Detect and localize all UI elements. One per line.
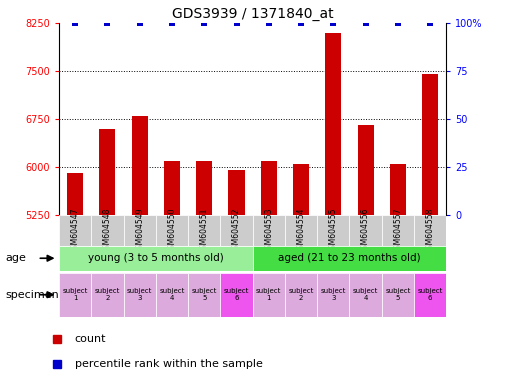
Text: GSM604548: GSM604548 (103, 207, 112, 253)
Text: specimen: specimen (5, 290, 59, 300)
Text: GSM604550: GSM604550 (167, 207, 176, 254)
Bar (349, 215, 382, 246)
Text: subject
2: subject 2 (288, 288, 314, 301)
Bar (422, 74, 438, 215)
Text: subject
1: subject 1 (63, 288, 88, 301)
Text: subject
5: subject 5 (385, 288, 410, 301)
Bar (261, 161, 277, 215)
Text: age: age (5, 253, 26, 263)
Text: young (3 to 5 months old): young (3 to 5 months old) (88, 253, 224, 263)
Bar (285, 273, 317, 317)
Bar (188, 273, 221, 317)
Bar (252, 273, 285, 317)
Bar (252, 246, 446, 271)
Bar (196, 161, 212, 215)
Text: GSM604553: GSM604553 (264, 207, 273, 254)
Bar (59, 246, 252, 271)
Bar (59, 273, 91, 317)
Bar (156, 215, 188, 246)
Text: subject
6: subject 6 (418, 288, 443, 301)
Bar (285, 215, 317, 246)
Bar (293, 164, 309, 215)
Text: GSM604557: GSM604557 (393, 207, 402, 254)
Text: subject
3: subject 3 (127, 288, 152, 301)
Bar (382, 215, 414, 246)
Bar (124, 215, 156, 246)
Bar (156, 273, 188, 317)
Text: percentile rank within the sample: percentile rank within the sample (74, 359, 263, 369)
Bar (91, 215, 124, 246)
Text: subject
4: subject 4 (159, 288, 185, 301)
Bar (317, 273, 349, 317)
Bar (91, 273, 124, 317)
Bar (164, 161, 180, 215)
Text: GSM604554: GSM604554 (297, 207, 306, 254)
Text: GSM604549: GSM604549 (135, 207, 144, 254)
Bar (228, 170, 245, 215)
Bar (221, 273, 252, 317)
Text: GSM604551: GSM604551 (200, 207, 209, 253)
Bar (414, 273, 446, 317)
Title: GDS3939 / 1371840_at: GDS3939 / 1371840_at (172, 7, 333, 21)
Bar (382, 273, 414, 317)
Text: GSM604552: GSM604552 (232, 207, 241, 253)
Text: subject
2: subject 2 (95, 288, 120, 301)
Bar (349, 273, 382, 317)
Bar (414, 215, 446, 246)
Text: subject
3: subject 3 (321, 288, 346, 301)
Text: subject
6: subject 6 (224, 288, 249, 301)
Bar (132, 116, 148, 215)
Bar (188, 215, 221, 246)
Bar (100, 129, 115, 215)
Text: GSM604556: GSM604556 (361, 207, 370, 254)
Bar (317, 215, 349, 246)
Text: subject
1: subject 1 (256, 288, 282, 301)
Bar (252, 215, 285, 246)
Text: GSM604558: GSM604558 (426, 207, 435, 253)
Bar (358, 126, 373, 215)
Text: GSM604547: GSM604547 (71, 207, 80, 254)
Bar (325, 33, 342, 215)
Bar (390, 164, 406, 215)
Text: GSM604555: GSM604555 (329, 207, 338, 254)
Bar (221, 215, 252, 246)
Bar (67, 174, 83, 215)
Text: subject
4: subject 4 (353, 288, 378, 301)
Text: aged (21 to 23 months old): aged (21 to 23 months old) (278, 253, 421, 263)
Bar (59, 215, 91, 246)
Text: count: count (74, 334, 106, 344)
Text: subject
5: subject 5 (191, 288, 217, 301)
Bar (124, 273, 156, 317)
